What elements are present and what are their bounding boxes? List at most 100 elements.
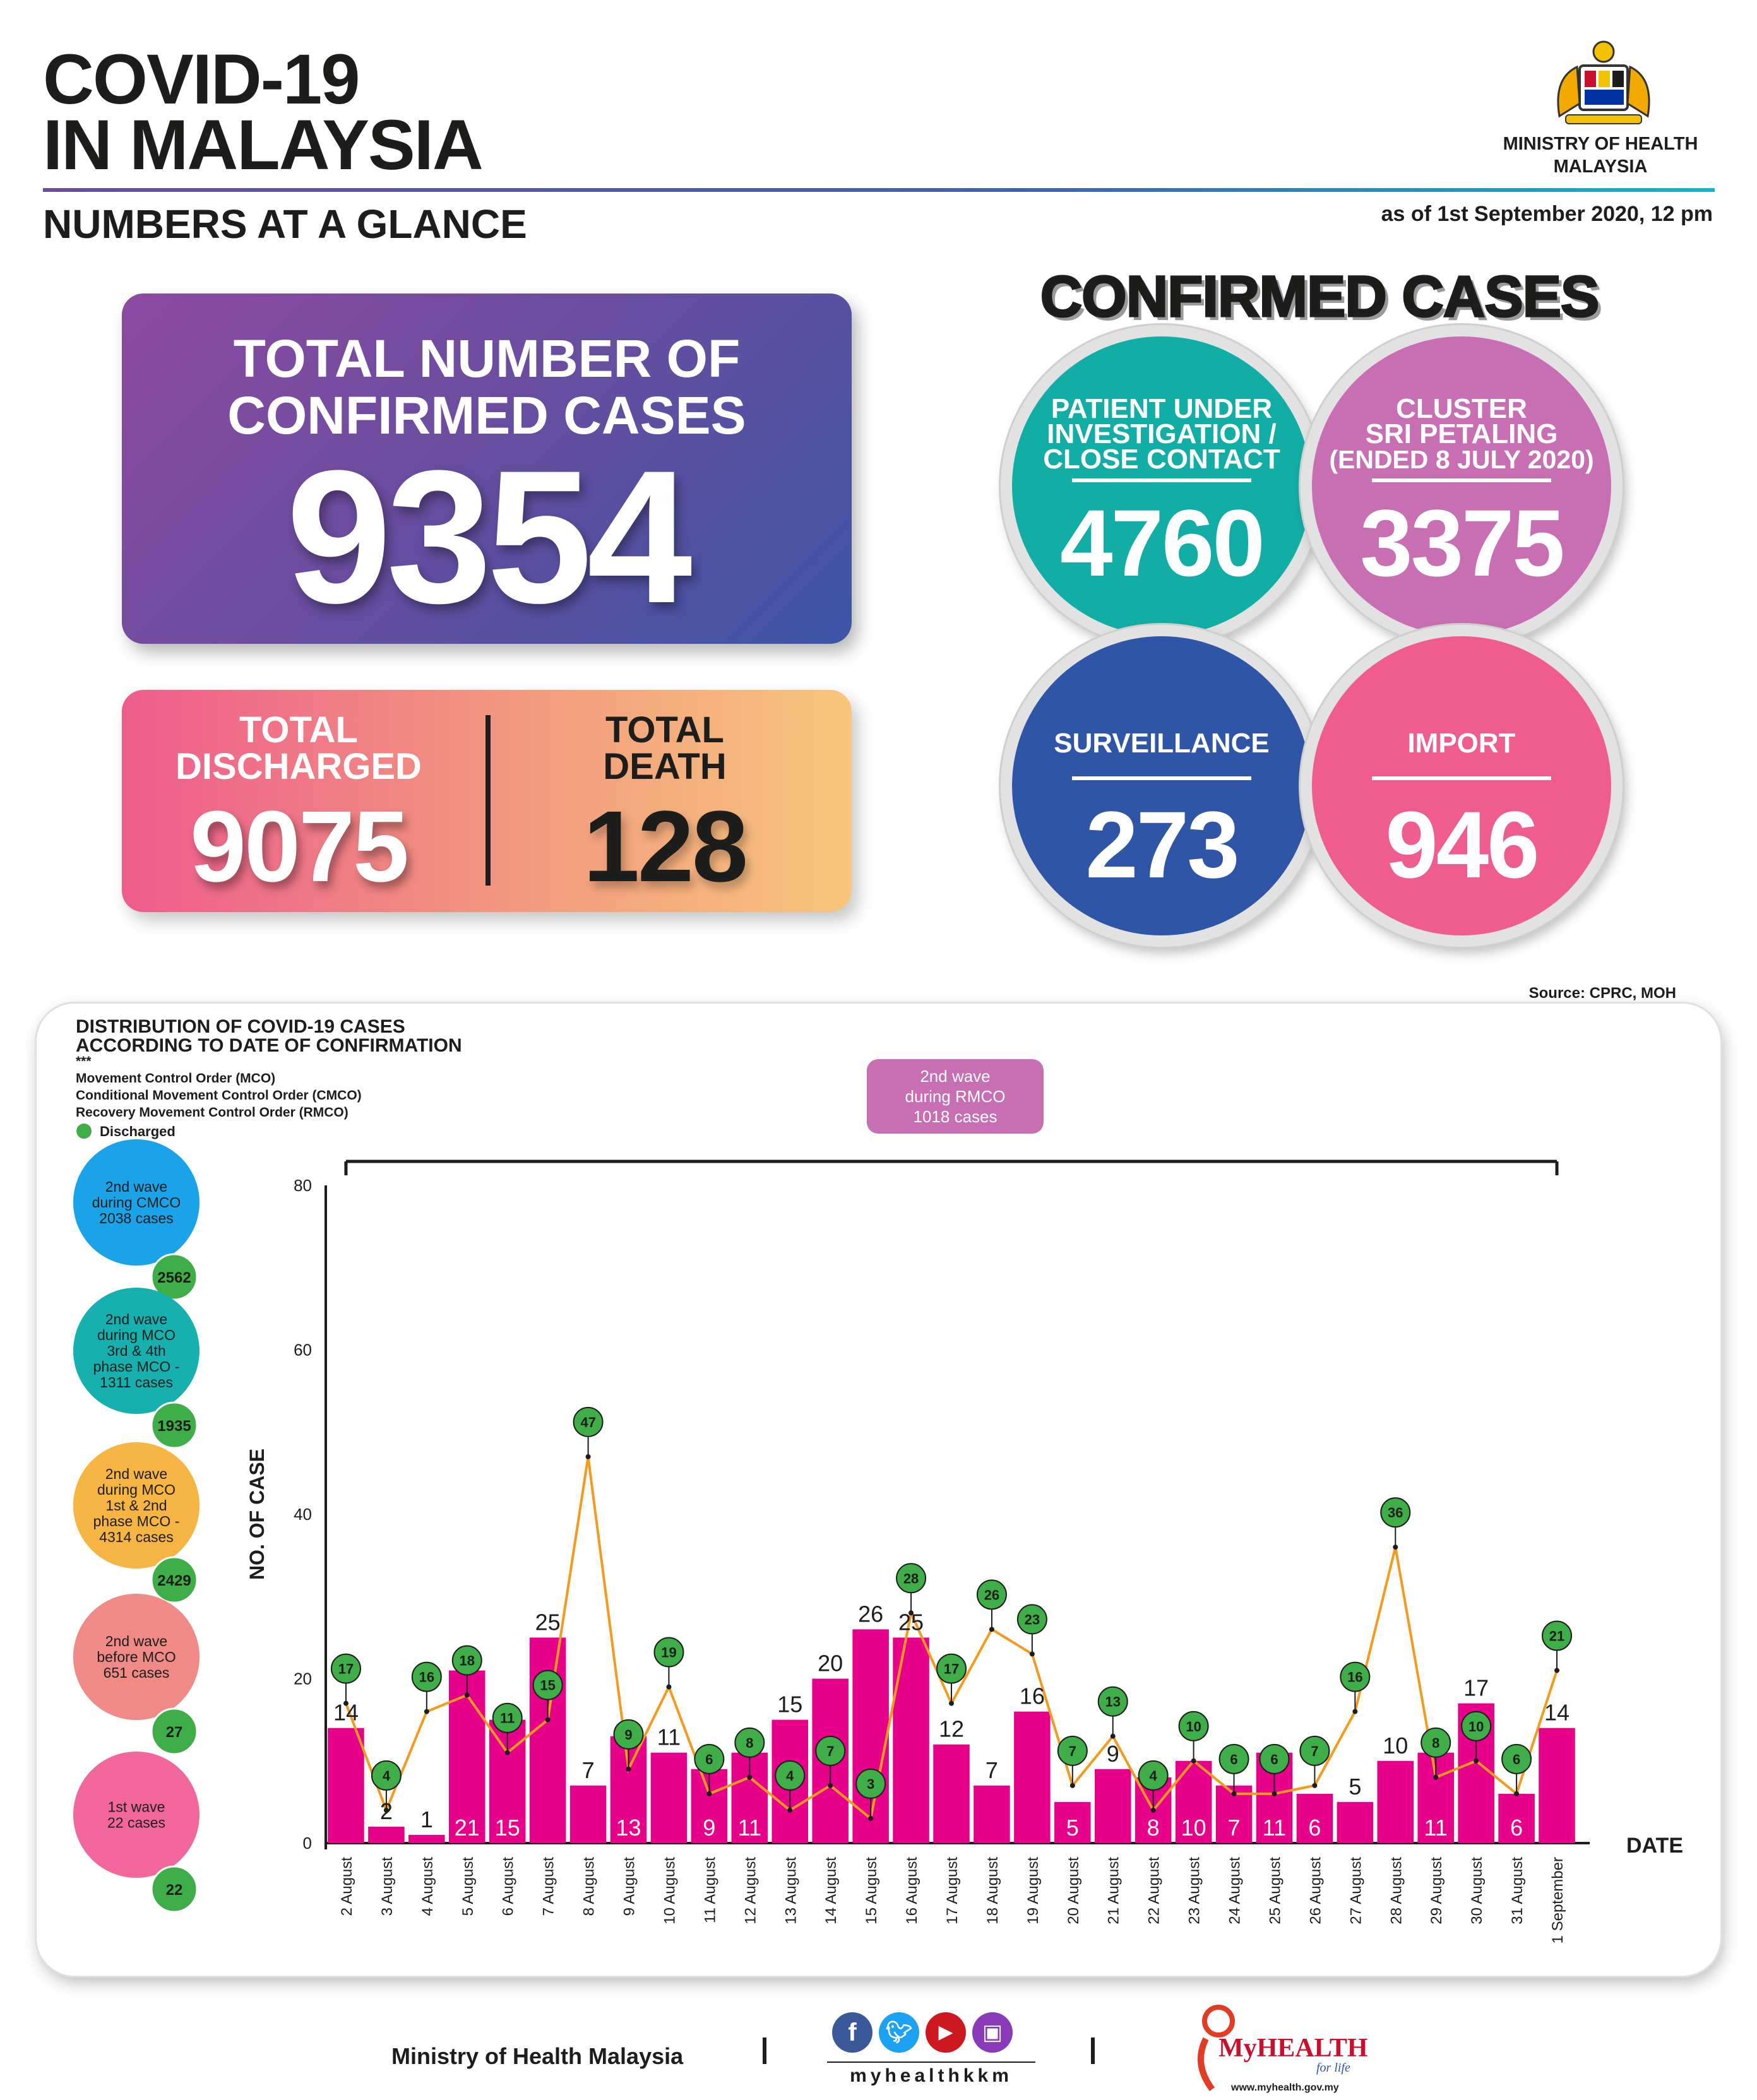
- discharged-value-label: 4: [1150, 1768, 1158, 1784]
- twitter-icon[interactable]: 🐦︎: [879, 2012, 919, 2053]
- instagram-icon[interactable]: ▣: [972, 2012, 1013, 2053]
- bar-value-label: 7: [582, 1757, 595, 1783]
- discharged-value-label: 7: [1069, 1743, 1076, 1759]
- discharged-value-label: 11: [500, 1711, 515, 1726]
- death-label-line-2: DEATH: [603, 746, 727, 787]
- myhealth-brand: MyHEALTH: [1218, 2034, 1368, 2063]
- wave-discharged-value: 2429: [157, 1572, 191, 1589]
- discharged-point: [1312, 1783, 1318, 1788]
- wave-summary-line: 651 cases: [104, 1664, 170, 1681]
- discharged-marker: [1461, 1711, 1492, 1741]
- discharged-point: [666, 1684, 672, 1690]
- discharged-point: [1150, 1807, 1156, 1813]
- wave-summary-line: during MCO: [97, 1327, 176, 1343]
- discharged-point: [343, 1700, 348, 1706]
- import-circle: IMPORT 946: [1312, 636, 1611, 935]
- discharged-marker: [694, 1743, 725, 1774]
- wave-discharged-bubble: [150, 1401, 198, 1449]
- discharged-marker: [1542, 1620, 1573, 1651]
- y-tick-label: 80: [294, 1176, 312, 1195]
- discharged-marker: [1097, 1686, 1128, 1717]
- myhealth-url: www.myhealth.gov.my: [1230, 2082, 1339, 2093]
- discharged-value-label: 6: [1230, 1752, 1237, 1767]
- discharged-value-label: 28: [903, 1570, 919, 1586]
- discharged-value-label: 17: [944, 1661, 959, 1677]
- discharged-value: 9075: [190, 790, 409, 903]
- x-tick-label: 23 August: [1186, 1857, 1203, 1925]
- bar-value-label: 5: [1349, 1774, 1361, 1800]
- total-confirmed-label: TOTAL NUMBER OF CONFIRMED CASES: [122, 330, 852, 444]
- legend-line-0: ***: [76, 1054, 92, 1069]
- confirmed-cases-title: CONFIRMED CASES: [1039, 264, 1600, 330]
- discharged-marker: [573, 1406, 604, 1437]
- pui-value: 4760: [1060, 490, 1265, 596]
- facebook-icon[interactable]: f: [832, 2012, 873, 2053]
- youtube-icon[interactable]: ▶: [926, 2012, 966, 2053]
- pui-label-line-2: INVESTIGATION /: [1047, 418, 1277, 449]
- title-line-2: IN MALAYSIA: [43, 105, 484, 184]
- discharged-marker: [613, 1719, 644, 1750]
- ministry-line-1: MINISTRY OF HEALTH: [1503, 134, 1698, 154]
- wave-summary-line: phase MCO -: [93, 1513, 180, 1529]
- discharged-marker: [1057, 1735, 1088, 1766]
- bar-value-label: 16: [1020, 1683, 1045, 1709]
- discharged-value-label: 6: [1270, 1752, 1278, 1767]
- discharged-marker: [371, 1760, 402, 1791]
- discharged-point: [908, 1610, 914, 1616]
- discharged-value-label: 15: [540, 1678, 555, 1694]
- wave-discharged-bubble: [150, 1253, 198, 1301]
- wave-summary-line: 2nd wave: [105, 1633, 167, 1649]
- discharged-point: [787, 1807, 793, 1813]
- discharged-point: [383, 1807, 389, 1813]
- discharged-legend-label: Discharged: [100, 1124, 176, 1139]
- discharged-value-label: 7: [826, 1743, 834, 1759]
- wave-summary-bubble: [73, 1752, 200, 1878]
- discharged-value-label: 9: [624, 1727, 632, 1743]
- chart-title-line-1: DISTRIBUTION OF COVID-19 CASES: [76, 1016, 405, 1037]
- import-rule: [1372, 776, 1551, 780]
- discharged-value-label: 26: [984, 1587, 999, 1603]
- x-tick-label: 10 August: [661, 1857, 678, 1925]
- wave-summary-bubble: [73, 1442, 200, 1569]
- bar-value-label: 15: [495, 1815, 520, 1841]
- discharged-marker: [1218, 1743, 1249, 1774]
- bar-value-label: 17: [1463, 1675, 1489, 1701]
- cluster-label-line-3: (ENDED 8 JULY 2020): [1329, 445, 1594, 474]
- x-tick-label: 24 August: [1227, 1857, 1244, 1925]
- chart-title-line-2: ACCORDING TO DATE OF CONFIRMATION: [76, 1035, 462, 1056]
- x-tick-label: 15 August: [863, 1857, 880, 1925]
- discharged-value-label: 8: [746, 1735, 753, 1751]
- myhealth-logo[interactable]: MyHEALTH for life www.myhealth.gov.my: [1181, 1995, 1389, 2096]
- bar-value-label: 1: [420, 1806, 433, 1832]
- discharged-legend-marker: [76, 1124, 92, 1139]
- x-tick-label: 16 August: [903, 1857, 920, 1925]
- bar-value-label: 10: [1181, 1815, 1206, 1841]
- wave-summary-line: 22 cases: [107, 1815, 165, 1831]
- discharged-point: [989, 1627, 994, 1632]
- wave-discharged-value: 2562: [157, 1269, 191, 1286]
- x-tick-label: 18 August: [984, 1857, 1001, 1925]
- wave-summary-line: phase MCO -: [93, 1358, 180, 1375]
- discharged-marker: [532, 1670, 563, 1700]
- bar-value-label: 14: [1544, 1700, 1569, 1726]
- cluster-label-line-2: SRI PETALING: [1365, 418, 1558, 449]
- x-tick-label: 14 August: [823, 1857, 840, 1925]
- x-tick-label: 28 August: [1388, 1857, 1405, 1925]
- legend-line-3: Recovery Movement Control Order (RMCO): [76, 1105, 348, 1120]
- bar-21-august: [1094, 1769, 1131, 1843]
- discharged-point: [747, 1774, 753, 1780]
- total-label-line-2: CONFIRMED CASES: [227, 386, 746, 445]
- bar-18-august: [974, 1785, 1010, 1843]
- bar-3-august: [368, 1826, 405, 1843]
- social-handle[interactable]: myhealthkkm: [827, 2061, 1035, 2087]
- x-tick-label: 4 August: [419, 1857, 436, 1916]
- x-tick-label: 8 August: [581, 1857, 598, 1916]
- death-label-line-1: TOTAL: [605, 709, 724, 750]
- x-tick-label: 20 August: [1065, 1857, 1082, 1925]
- page-title: COVID-19 IN MALAYSIA: [43, 44, 484, 184]
- discharged-point: [504, 1750, 510, 1755]
- discharged-value-label: 10: [1186, 1719, 1201, 1735]
- bar-value-label: 7: [1228, 1815, 1241, 1841]
- discharged-point: [949, 1700, 954, 1706]
- myhealth-tagline: for life: [1316, 2061, 1350, 2075]
